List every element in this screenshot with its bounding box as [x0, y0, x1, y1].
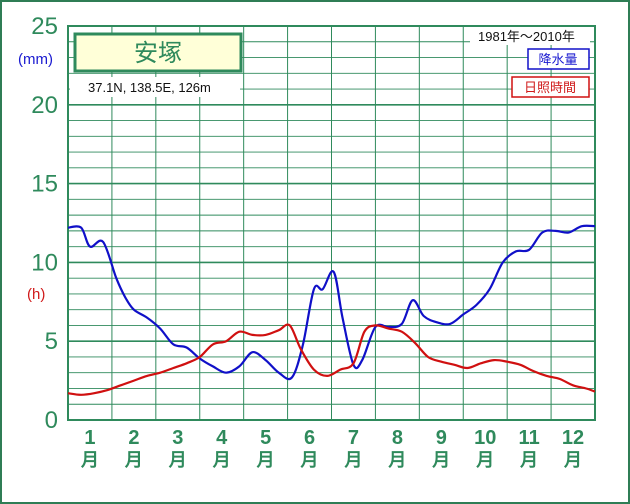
y-tick-label: 15 [31, 171, 58, 198]
y-tick-label: 5 [45, 328, 58, 355]
x-tick-unit: 月 [256, 450, 275, 470]
station-title-box [73, 32, 243, 73]
x-tick-unit: 月 [124, 450, 143, 470]
x-tick-unit: 月 [300, 450, 319, 470]
x-tick-label: 3 [172, 427, 183, 449]
period-label: 1981年～2010年 [478, 29, 575, 44]
x-tick-unit: 月 [563, 450, 582, 470]
x-tick-unit: 月 [168, 450, 187, 470]
sunshine-series-line [67, 323, 596, 396]
x-tick-label: 9 [436, 427, 447, 449]
x-tick-unit: 月 [431, 450, 450, 470]
x-tick-unit: 月 [475, 450, 494, 470]
x-tick-label: 10 [474, 427, 496, 449]
legend-precip-box [527, 48, 590, 70]
x-tick-label: 11 [519, 427, 540, 449]
x-tick-label: 5 [260, 427, 271, 449]
plot-border [67, 25, 596, 421]
x-tick-unit: 月 [519, 450, 538, 470]
y-tick-labels: 0 5 10 15 20 25 [31, 13, 58, 434]
period-bg [470, 27, 590, 45]
x-tick-label: 4 [216, 427, 228, 449]
y-tick-label: 20 [31, 92, 58, 119]
x-tick-label: 12 [562, 427, 584, 449]
y-tick-label: 25 [31, 13, 58, 40]
precip-unit-label: (mm) [18, 51, 53, 68]
legend-sunshine-box [511, 76, 590, 98]
x-tick-unit: 月 [80, 450, 99, 470]
precipitation-series-line [67, 224, 596, 381]
coords-bg [70, 77, 240, 97]
sunshine-unit-label: (h) [27, 286, 45, 303]
legend-precip: 降水量 [538, 52, 577, 67]
x-tick-label: 1 [84, 427, 95, 449]
legend-sunshine: 日照時間 [524, 80, 576, 95]
x-tick-unit: 月 [387, 450, 406, 470]
x-tick-label: 7 [348, 427, 359, 449]
x-tick-label: 6 [304, 427, 315, 449]
x-tick-label: 2 [128, 427, 139, 449]
x-tick-unit: 月 [343, 450, 362, 470]
series-layer [67, 224, 596, 396]
x-tick-unit: 月 [212, 450, 231, 470]
station-coords: 37.1N, 138.5E, 126m [88, 80, 211, 95]
y-tick-label: 10 [31, 249, 58, 276]
y-tick-label: 0 [45, 407, 58, 434]
grid-major-lines [67, 25, 596, 421]
x-tick-label: 8 [392, 427, 403, 449]
station-name: 安塚 [134, 40, 182, 67]
